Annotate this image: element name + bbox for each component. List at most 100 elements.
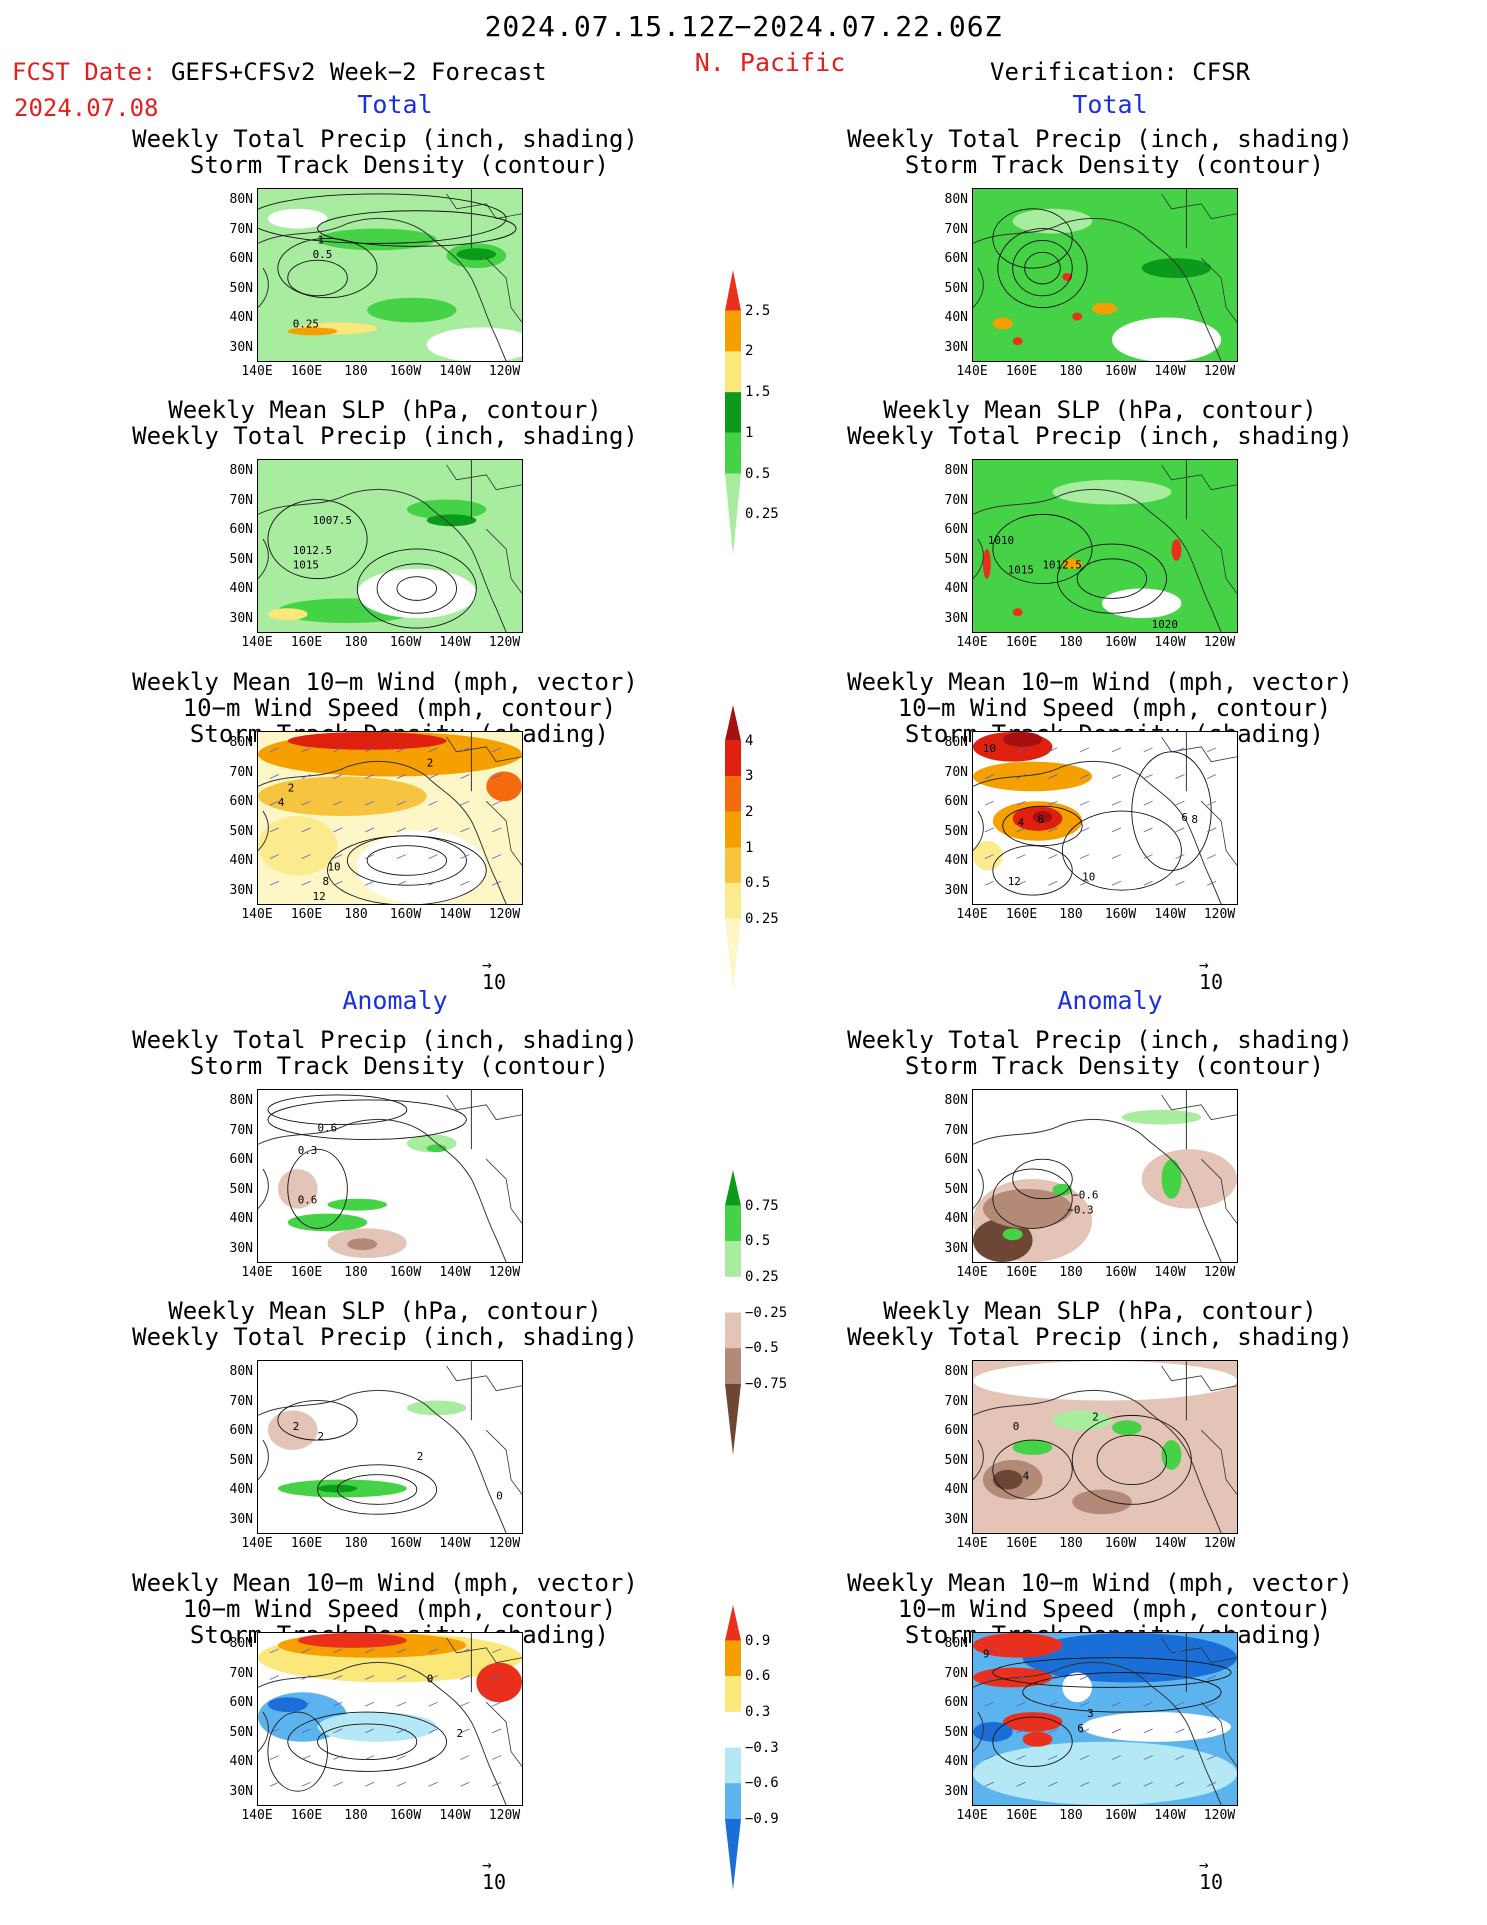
contour-label: 1010 — [988, 534, 1014, 547]
latitude-label: 40N — [944, 853, 968, 868]
contour-label: 10 — [327, 860, 340, 873]
longitude-label: 120W — [488, 1808, 521, 1823]
wind-vector — [301, 1675, 311, 1680]
wind-vector — [1111, 1755, 1122, 1760]
shading-region — [973, 1361, 1237, 1401]
contour-label: 1012.5 — [1042, 559, 1081, 572]
longitude-label: 140W — [439, 1265, 471, 1280]
longitude-label: 140W — [439, 907, 471, 922]
colorbar-segment — [725, 847, 741, 884]
wind-vector — [984, 1781, 995, 1787]
contour-line — [267, 1711, 328, 1792]
longitude-label: 160W — [389, 1536, 422, 1551]
map-panel-fc-row5: 2 2 2 0 — [257, 1360, 523, 1534]
wind-vector — [396, 827, 407, 833]
longitude-label: 180 — [344, 364, 368, 379]
wind-vector — [984, 747, 995, 753]
wind-vector — [1175, 880, 1185, 886]
wind-vector — [333, 1701, 343, 1707]
latitude-label: 50N — [944, 1724, 968, 1740]
colorbar-label: 0.3 — [745, 1703, 771, 1720]
latitude-label: 40N — [229, 310, 253, 325]
contour-label: 2 — [417, 1450, 424, 1463]
wind-vector — [269, 1675, 280, 1680]
shading-region — [1102, 588, 1182, 619]
wind-vector — [1143, 1648, 1153, 1654]
colorbar-label: 0.25 — [745, 506, 779, 523]
wind-vector — [1048, 747, 1058, 753]
wind-vector — [460, 1701, 470, 1707]
wind-vector — [492, 1781, 502, 1787]
colorbar-storm-anomaly — [723, 1605, 743, 1894]
latitude-label: 30N — [944, 882, 968, 898]
latitude-label: 50N — [229, 551, 253, 567]
contour-line — [997, 228, 1088, 309]
shading-region — [982, 1188, 1073, 1229]
longitude-label: 160W — [1104, 1536, 1137, 1551]
map-panel-vf-row1 — [972, 188, 1238, 362]
latitude-label: 60N — [944, 1695, 968, 1710]
longitude-label: 160E — [1005, 364, 1038, 379]
latitude-label: 70N — [229, 1122, 253, 1138]
wind-vector — [492, 1728, 502, 1734]
map-canvas: 1 0.5 0.25 — [258, 189, 522, 361]
contour-line — [992, 1657, 1232, 1688]
colorbar-top-arrow — [725, 705, 741, 741]
latitude-label: 70N — [229, 1393, 253, 1409]
contour-line — [1024, 251, 1061, 285]
wind-vector — [1111, 774, 1122, 779]
vector-reference-vf-anom: → 10 — [1199, 1855, 1224, 1895]
forecast-label: FCST Date: GEFS+CFSv2 Week−2 Forecast — [12, 58, 547, 86]
wind-vector — [428, 747, 438, 753]
wind-vector — [269, 1648, 280, 1654]
latitude-label: 60N — [944, 1152, 968, 1167]
coastline — [258, 1633, 507, 1805]
shading-region — [1052, 479, 1172, 505]
wind-vector — [1175, 1755, 1185, 1760]
contour-line — [267, 499, 368, 580]
wind-vector — [396, 1675, 407, 1680]
wind-vector — [1111, 1675, 1122, 1680]
latitude-label: 60N — [944, 522, 968, 537]
wind-vector — [333, 1728, 343, 1734]
colorbar-segment — [725, 392, 741, 433]
longitude-label: 160W — [389, 907, 422, 922]
contour-label: 0.5 — [313, 248, 333, 261]
shading-region — [456, 248, 497, 261]
longitude-label: 140E — [956, 1536, 988, 1551]
latitude-label: 80N — [944, 463, 968, 478]
wind-vector — [984, 1701, 995, 1707]
verification-label: Verification: CFSR — [990, 58, 1251, 86]
shading-region — [1062, 1672, 1093, 1703]
latitude-label: 60N — [944, 1423, 968, 1438]
wind-vector — [1048, 880, 1058, 886]
latitude-label: 40N — [944, 1211, 968, 1226]
longitude-label: 180 — [1059, 635, 1083, 650]
contour-label: 1015 — [1008, 564, 1034, 577]
longitude-label: 140E — [241, 1536, 273, 1551]
wind-vector — [396, 774, 407, 779]
contour-label: 4 — [1018, 816, 1025, 829]
section-total-verification: Total — [1072, 90, 1148, 119]
wind-vector — [460, 1781, 470, 1787]
wind-vector — [1016, 880, 1026, 886]
wind-vector — [1143, 1755, 1153, 1760]
contour-label: 4 — [1023, 1470, 1030, 1483]
latitude-label: 40N — [229, 1754, 253, 1769]
wind-vector — [1143, 1728, 1153, 1734]
longitude-label: 140E — [956, 1265, 988, 1280]
latitude-label: 30N — [944, 1240, 968, 1256]
longitude-label: 140W — [1154, 635, 1186, 650]
wind-vector — [1207, 1701, 1217, 1707]
wind-vector — [365, 1675, 375, 1680]
contour-line — [992, 513, 1093, 585]
contour-line — [287, 1711, 448, 1772]
contour-line — [277, 1400, 358, 1441]
wind-vector — [460, 854, 470, 859]
contour-label: −0.3 — [1067, 1204, 1093, 1217]
wind-vector — [1016, 747, 1026, 753]
shading-region — [1092, 302, 1117, 315]
colorbar-label: −0.5 — [745, 1340, 779, 1357]
coastline — [258, 732, 507, 904]
